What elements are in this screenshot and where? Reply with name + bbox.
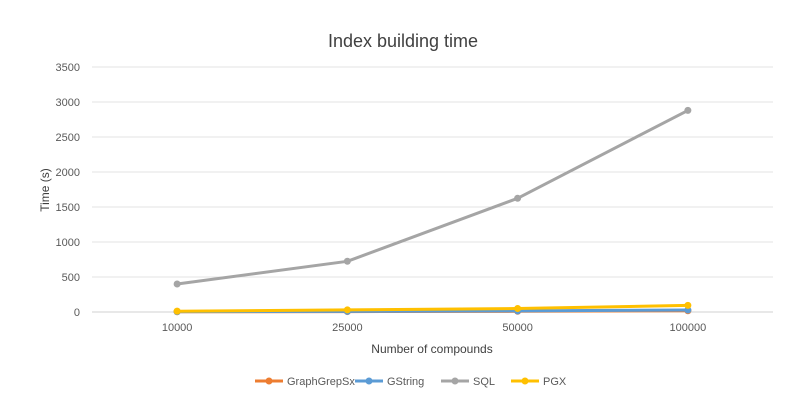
x-axis-label: Number of compounds	[371, 342, 492, 356]
y-tick-label: 500	[62, 272, 80, 284]
legend-label: GraphGrepSx	[287, 376, 355, 388]
y-tick-label: 0	[74, 307, 80, 319]
gridlines	[92, 66, 773, 313]
legend-item: SQL	[441, 376, 495, 388]
series-line	[175, 108, 690, 286]
y-tick-label: 2500	[56, 132, 80, 144]
legend-swatch-marker	[265, 377, 273, 385]
data-point	[514, 194, 522, 202]
legend-label: SQL	[473, 376, 495, 388]
x-axis: 10000 25000 50000 100000	[162, 322, 706, 334]
y-tick-label: 3000	[56, 97, 80, 109]
y-axis-label: Time (s)	[38, 168, 52, 212]
data-point	[343, 306, 351, 314]
data-point	[173, 280, 181, 288]
legend-label: GString	[387, 376, 424, 388]
x-tick-label: 25000	[332, 322, 363, 334]
series-lines	[173, 106, 692, 316]
data-point	[684, 301, 692, 309]
y-tick-label: 1500	[56, 202, 80, 214]
y-tick-label: 3500	[56, 62, 80, 74]
series-pgx	[173, 301, 692, 315]
y-tick-label: 2000	[56, 167, 80, 179]
legend-label: PGX	[543, 376, 567, 388]
x-tick-label: 10000	[162, 322, 193, 334]
legend-swatch-marker	[365, 377, 373, 385]
series-line	[175, 303, 690, 313]
data-point	[343, 257, 351, 265]
y-axis: 0 500 1000 1500 2000 2500 3000 3500	[56, 62, 80, 319]
x-tick-label: 100000	[670, 322, 707, 334]
x-tick-label: 50000	[502, 322, 533, 334]
legend-item: GraphGrepSx	[255, 376, 355, 388]
legend-swatch-marker	[521, 377, 529, 385]
y-tick-label: 1000	[56, 237, 80, 249]
legend: GraphGrepSx GString SQL PGX	[255, 376, 567, 388]
data-point	[684, 106, 692, 114]
chart-title: Index building time	[328, 31, 478, 51]
legend-item: GString	[355, 376, 424, 388]
data-point	[173, 307, 181, 315]
legend-item: PGX	[511, 376, 567, 388]
series-sql	[173, 106, 692, 288]
data-point	[514, 305, 522, 312]
legend-swatch-marker	[451, 377, 459, 385]
